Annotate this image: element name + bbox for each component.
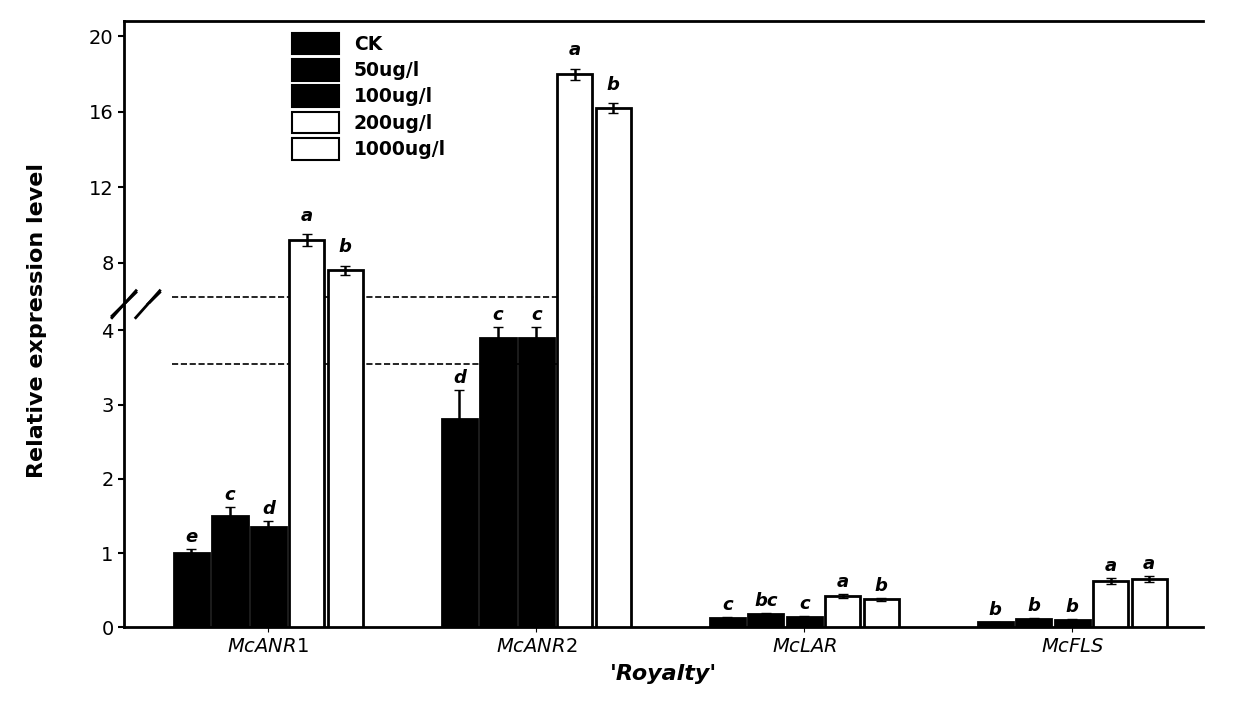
Bar xyxy=(709,411,745,414)
Bar xyxy=(1016,618,1052,627)
Bar xyxy=(825,596,861,627)
Text: Relative expression level: Relative expression level xyxy=(27,163,47,478)
Text: b: b xyxy=(874,577,888,595)
Bar xyxy=(327,270,363,414)
Text: a: a xyxy=(1143,555,1156,573)
Text: d: d xyxy=(453,369,466,386)
Bar xyxy=(863,599,899,627)
Text: a: a xyxy=(1105,558,1117,575)
Text: c: c xyxy=(531,306,542,324)
Bar xyxy=(595,108,631,414)
Bar xyxy=(174,395,210,414)
Bar xyxy=(289,240,325,414)
Bar xyxy=(480,338,516,627)
Text: bc: bc xyxy=(754,592,777,610)
Bar xyxy=(212,385,248,414)
Text: c: c xyxy=(722,596,733,614)
Text: b: b xyxy=(339,238,352,256)
Legend: CK, 50ug/l, 100ug/l, 200ug/l, 1000ug/l: CK, 50ug/l, 100ug/l, 200ug/l, 1000ug/l xyxy=(284,25,454,167)
Bar xyxy=(709,617,745,627)
Text: c: c xyxy=(224,486,236,504)
Bar xyxy=(250,527,286,627)
Bar xyxy=(557,0,593,627)
Text: b: b xyxy=(1027,597,1040,615)
Bar xyxy=(748,410,784,414)
Bar xyxy=(748,614,784,627)
Bar xyxy=(212,516,248,627)
Bar xyxy=(825,406,861,414)
Bar xyxy=(786,411,822,414)
Bar xyxy=(480,340,516,414)
Bar xyxy=(977,622,1013,627)
Text: e: e xyxy=(185,528,197,546)
Bar xyxy=(518,340,554,414)
Bar xyxy=(863,406,899,414)
Bar xyxy=(1054,620,1090,627)
Text: b: b xyxy=(1066,598,1079,616)
Text: c: c xyxy=(799,595,810,613)
Text: a: a xyxy=(569,41,580,59)
Bar xyxy=(557,74,593,414)
Bar xyxy=(977,412,1013,414)
Bar xyxy=(595,0,631,627)
Bar xyxy=(1092,581,1128,627)
Bar xyxy=(1016,411,1052,414)
Bar xyxy=(327,63,363,627)
Text: a: a xyxy=(837,573,849,591)
Bar xyxy=(174,553,210,627)
Bar xyxy=(441,419,477,627)
Bar xyxy=(250,388,286,414)
Text: d: d xyxy=(262,501,275,518)
Bar xyxy=(1132,579,1167,627)
Bar xyxy=(1054,411,1090,414)
X-axis label: 'Royalty': 'Royalty' xyxy=(610,665,717,684)
Text: b: b xyxy=(988,601,1002,619)
Text: b: b xyxy=(606,76,620,94)
Bar xyxy=(289,0,325,627)
Bar xyxy=(1132,401,1167,414)
Text: a: a xyxy=(301,207,312,225)
Bar xyxy=(1092,402,1128,414)
Bar xyxy=(518,338,554,627)
Bar xyxy=(441,361,477,414)
Text: c: c xyxy=(492,306,503,324)
Bar xyxy=(786,617,822,627)
